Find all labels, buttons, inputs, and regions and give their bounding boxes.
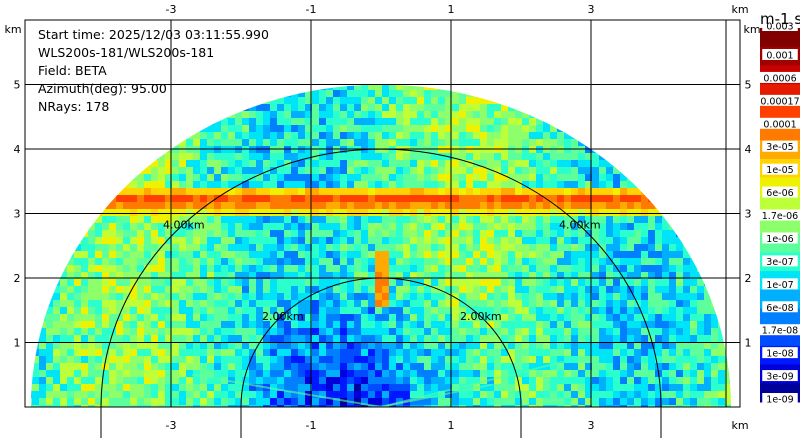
x-tick-label-bottom: 3 [588,419,595,432]
colorbar-label: 0.0001 [763,119,796,130]
colorbar-label-box [762,140,798,152]
colorbar-label-box [762,278,798,290]
x-tick-label-bottom: -1 [306,419,317,432]
start-time-label: Start time: 2025/12/03 03:11:55.990 [38,27,269,42]
colorbar-label-box [762,20,798,31]
x-tick-label-top: 1 [448,3,455,16]
range-ring-label: 2.00km [262,310,304,323]
nrays-label: NRays: 178 [38,99,110,114]
colorbar-label-box [762,393,798,404]
range-ring [100,148,662,438]
colorbar-label-box [755,324,800,336]
azimuth-label: Azimuth(deg): 95.00 [38,81,167,96]
colorbar-label: 1e-05 [766,165,793,176]
range-ring [240,277,522,438]
y-tick-label-left: 4 [14,143,21,156]
colorbar-label-box [762,255,798,267]
colorbar-title: m-1 sr-1 [760,10,800,28]
colorbar-label: 3e-07 [766,257,793,268]
y-tick-label-right: 2 [745,272,752,285]
colorbar-label: 1.7e-08 [762,326,798,337]
colorbar-label-box [762,232,798,244]
range-ring-label: 4.00km [163,219,205,232]
colorbar-label-box [762,370,798,382]
colorbar-label-box [762,301,798,313]
colorbar-label: 3e-05 [766,142,793,153]
colorbar-label: 0.0006 [763,73,796,84]
colorbar-label-box [755,209,800,221]
colorbar-label-box [762,49,798,60]
colorbar-label-box [755,94,800,106]
colorbar-label-box [762,186,798,198]
y-tick-label-right: 1 [745,337,752,350]
y-tick-label-left: 2 [14,272,21,285]
colorbar-label: 0.001 [766,51,793,62]
x-tick-label-top: -1 [306,3,317,16]
x-unit-label-bottom: km [731,419,748,432]
field-label: Field: BETA [38,63,107,78]
x-tick-label-top: 3 [588,3,595,16]
colorbar-label: 1e-09 [766,395,793,406]
colorbar-label: 3e-09 [766,372,793,383]
plot-info-box: Start time: 2025/12/03 03:11:55.990 WLS2… [38,26,269,116]
colorbar-label: 1e-08 [766,349,793,360]
y-tick-label-right: 3 [745,208,752,221]
colorbar-label-box [759,117,800,129]
y-tick-label-left: 1 [14,337,21,350]
colorbar-label-box [759,71,800,83]
colorbar-label: 1.7e-06 [762,211,798,222]
y-unit-label-right: km [743,23,760,36]
range-ring-label: 4.00km [559,219,601,232]
y-tick-label-right: 5 [745,79,752,92]
colorbar-label: 0.00017 [760,96,799,107]
y-tick-label-left: 5 [14,79,21,92]
colorbar-label-box [762,347,798,359]
colorbar-label: 1e-07 [766,280,793,291]
colorbar-segment [760,102,800,122]
x-tick-label-top: -3 [166,3,177,16]
colorbar-segment [760,308,800,328]
colorbar-segment [760,28,800,48]
colorbar-label: 6e-06 [766,188,793,199]
y-unit-label-left: km [4,23,21,36]
instrument-label: WLS200s-181/WLS200s-181 [38,45,215,60]
x-tick-label-bottom: 1 [448,419,455,432]
colorbar-label: 1e-06 [766,234,793,245]
colorbar-label: 6e-08 [766,303,793,314]
x-unit-label-top: km [731,3,748,16]
y-tick-label-left: 3 [14,208,21,221]
colorbar-label-box [762,163,798,175]
colorbar-top-label: 0.003 [766,22,793,33]
x-tick-label-bottom: -3 [166,419,177,432]
y-tick-label-right: 4 [745,143,752,156]
range-ring-label: 2.00km [460,310,502,323]
